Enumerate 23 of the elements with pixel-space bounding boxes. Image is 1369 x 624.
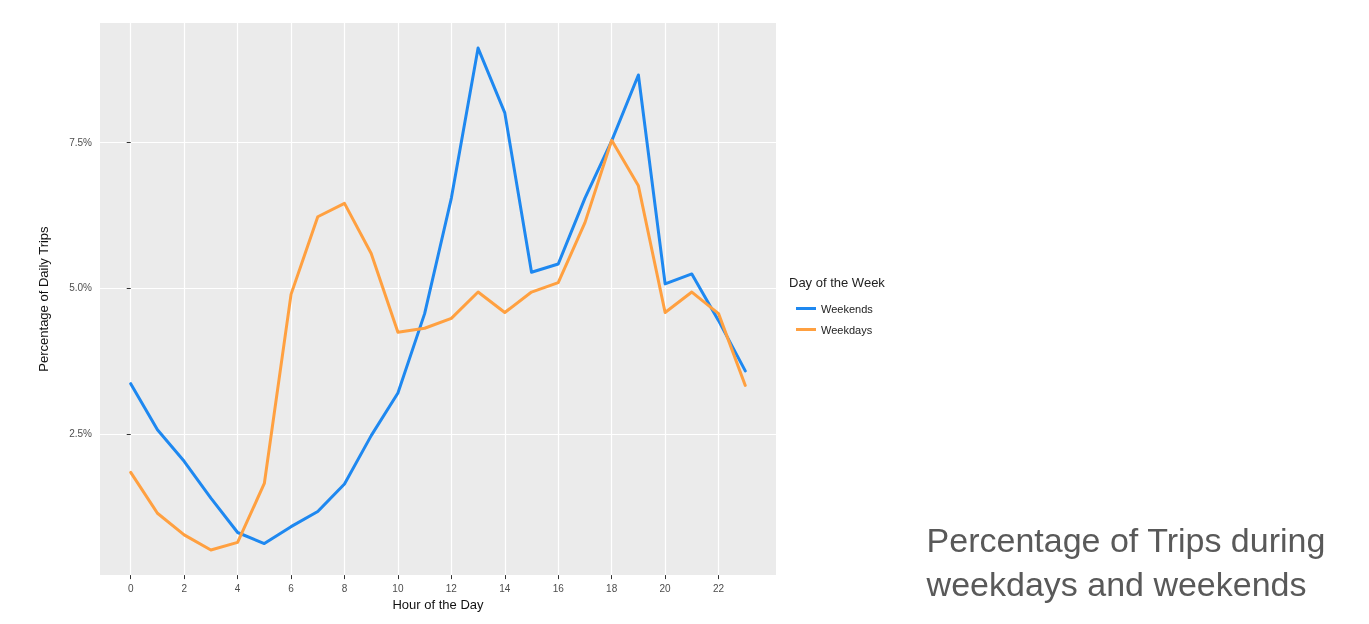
y-tick-label: 2.5%: [69, 428, 93, 440]
x-tick-label: 20: [659, 582, 672, 594]
legend-title: Day of the Week: [789, 275, 886, 290]
x-tick-label: 10: [392, 582, 404, 594]
x-tick-label: 18: [606, 582, 618, 594]
x-tick-label: 16: [552, 582, 565, 594]
line-series: [129, 46, 747, 546]
x-tick-label: 14: [499, 582, 511, 594]
y-tick-label: 5.0%: [69, 282, 93, 294]
x-tick-label: 2: [181, 582, 188, 594]
x-axis-title: Hour of the Day: [392, 597, 485, 612]
x-tick-label: 6: [288, 582, 295, 594]
x-tick-label: 8: [341, 582, 348, 594]
y-tick-label: 7.5%: [69, 136, 93, 148]
x-tick-label: 12: [445, 582, 458, 594]
x-tick-label: 22: [712, 582, 725, 594]
x-tick-label: 0: [127, 582, 134, 594]
y-axis-title: Percentage of Daily Trips: [36, 225, 51, 372]
line-series: [129, 138, 747, 552]
x-tick-label: 4: [234, 582, 241, 594]
legend-label: Weekends: [821, 302, 874, 315]
legend-label: Weekdays: [821, 323, 873, 336]
text: Percentage of Trips during weekdays and weekends: [925, 521, 1326, 603]
